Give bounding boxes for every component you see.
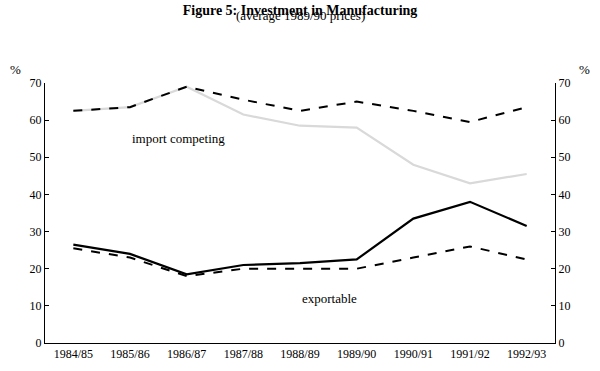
svg-text:1991/92: 1991/92	[450, 347, 489, 361]
svg-text:30: 30	[558, 225, 570, 239]
svg-text:%: %	[10, 62, 21, 77]
svg-text:60: 60	[30, 113, 42, 127]
svg-text:1990/91: 1990/91	[394, 347, 433, 361]
svg-text:(average 1989/90 prices): (average 1989/90 prices)	[236, 8, 365, 23]
svg-text:50: 50	[558, 150, 570, 164]
svg-text:1992/93: 1992/93	[507, 347, 546, 361]
svg-text:50: 50	[30, 150, 42, 164]
svg-text:30: 30	[30, 225, 42, 239]
svg-text:10: 10	[558, 299, 570, 313]
svg-text:1984/85: 1984/85	[54, 347, 93, 361]
svg-text:1985/86: 1985/86	[110, 347, 149, 361]
svg-text:10: 10	[30, 299, 42, 313]
svg-text:%: %	[579, 62, 590, 77]
svg-text:1986/87: 1986/87	[167, 347, 206, 361]
svg-text:40: 40	[558, 188, 570, 202]
svg-text:import competing: import competing	[132, 131, 225, 146]
svg-text:60: 60	[558, 113, 570, 127]
svg-text:0: 0	[558, 336, 564, 350]
svg-text:Figure 5: Investment in Manufa: Figure 5: Investment in Manufacturing	[183, 3, 418, 18]
svg-text:20: 20	[558, 262, 570, 276]
svg-text:1987/88: 1987/88	[224, 347, 263, 361]
svg-text:1988/89: 1988/89	[280, 347, 319, 361]
svg-text:70: 70	[30, 76, 42, 90]
svg-text:40: 40	[30, 188, 42, 202]
svg-text:0: 0	[36, 336, 42, 350]
svg-text:1989/90: 1989/90	[337, 347, 376, 361]
svg-text:20: 20	[30, 262, 42, 276]
svg-text:70: 70	[558, 76, 570, 90]
svg-text:exportable: exportable	[302, 291, 357, 306]
